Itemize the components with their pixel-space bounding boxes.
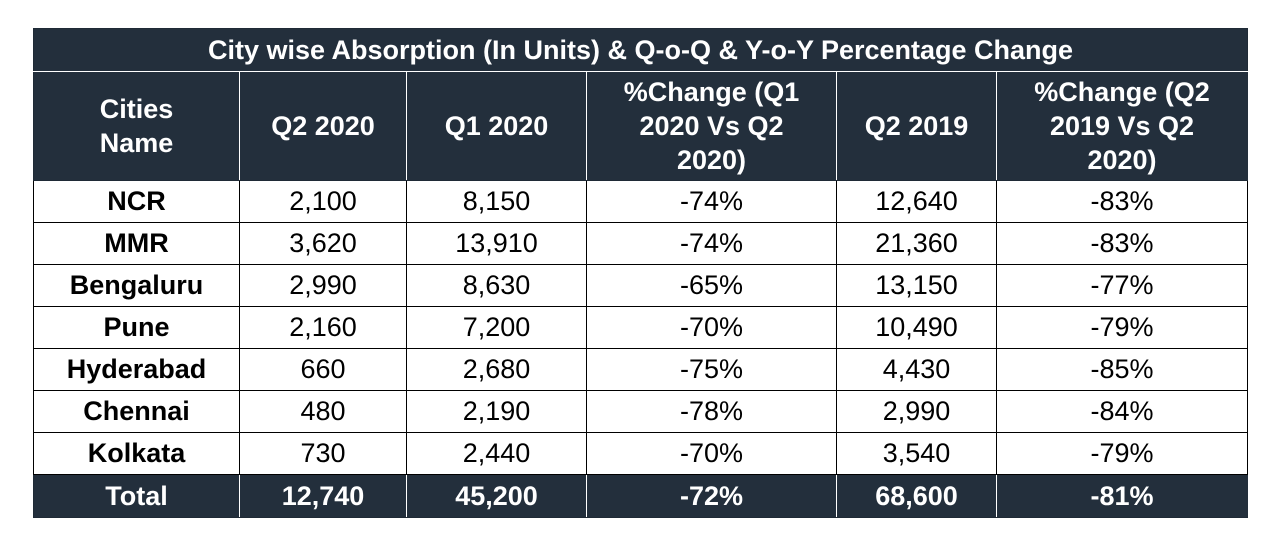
table-row: NCR 2,100 8,150 -74% 12,640 -83% <box>33 180 1249 223</box>
yoy-change-cell: -83% <box>995 222 1249 265</box>
total-q2-2020: 12,740 <box>239 474 407 518</box>
q2-2019-cell: 21,360 <box>836 222 997 265</box>
q2-2019-cell: 4,430 <box>836 348 997 391</box>
total-qoq-change: -72% <box>586 474 837 518</box>
qoq-change-cell: -75% <box>586 348 837 391</box>
qoq-change-cell: -65% <box>586 264 837 307</box>
q1-2020-cell: 2,440 <box>406 432 587 475</box>
total-yoy-change: -81% <box>995 474 1249 518</box>
yoy-change-cell: -77% <box>995 264 1249 307</box>
q2-2020-cell: 2,990 <box>239 264 407 307</box>
table-row: Kolkata 730 2,440 -70% 3,540 -79% <box>33 432 1249 475</box>
yoy-change-cell: -84% <box>995 390 1249 433</box>
q2-2020-cell: 480 <box>239 390 407 433</box>
city-cell: Pune <box>33 306 240 349</box>
total-label: Total <box>33 474 240 518</box>
header-q2-2019: Q2 2019 <box>836 71 997 181</box>
header-q1-2020: Q1 2020 <box>406 71 587 181</box>
qoq-change-cell: -70% <box>586 306 837 349</box>
qoq-change-cell: -74% <box>586 180 837 223</box>
q1-2020-cell: 8,630 <box>406 264 587 307</box>
q2-2020-cell: 660 <box>239 348 407 391</box>
total-q2-2019: 68,600 <box>836 474 997 518</box>
city-cell: Hyderabad <box>33 348 240 391</box>
q2-2020-cell: 2,160 <box>239 306 407 349</box>
q1-2020-cell: 7,200 <box>406 306 587 349</box>
table-header-row: Cities Name Q2 2020 Q1 2020 %Change (Q1 … <box>33 71 1249 181</box>
total-q1-2020: 45,200 <box>406 474 587 518</box>
q2-2019-cell: 13,150 <box>836 264 997 307</box>
q2-2019-cell: 10,490 <box>836 306 997 349</box>
yoy-change-cell: -83% <box>995 180 1249 223</box>
total-row: Total 12,740 45,200 -72% 68,600 -81% <box>33 474 1249 518</box>
city-cell: Kolkata <box>33 432 240 475</box>
table-title: City wise Absorption (In Units) & Q-o-Q … <box>32 28 1249 72</box>
q2-2020-cell: 2,100 <box>239 180 407 223</box>
yoy-change-cell: -85% <box>995 348 1249 391</box>
yoy-change-cell: -79% <box>995 432 1249 475</box>
q2-2019-cell: 2,990 <box>836 390 997 433</box>
q2-2020-cell: 730 <box>239 432 407 475</box>
city-cell: Bengaluru <box>33 264 240 307</box>
city-cell: Chennai <box>33 390 240 433</box>
q1-2020-cell: 13,910 <box>406 222 587 265</box>
q2-2020-cell: 3,620 <box>239 222 407 265</box>
header-q2-2020: Q2 2020 <box>239 71 407 181</box>
table-row: Chennai 480 2,190 -78% 2,990 -84% <box>33 390 1249 433</box>
table-row: Hyderabad 660 2,680 -75% 4,430 -85% <box>33 348 1249 391</box>
header-qoq-change: %Change (Q1 2020 Vs Q2 2020) <box>586 71 837 181</box>
header-yoy-change: %Change (Q2 2019 Vs Q2 2020) <box>995 71 1249 181</box>
city-cell: NCR <box>33 180 240 223</box>
absorption-table-container: City wise Absorption (In Units) & Q-o-Q … <box>32 28 1249 518</box>
q2-2019-cell: 3,540 <box>836 432 997 475</box>
table-row: Pune 2,160 7,200 -70% 10,490 -79% <box>33 306 1249 349</box>
city-cell: MMR <box>33 222 240 265</box>
q1-2020-cell: 8,150 <box>406 180 587 223</box>
absorption-table: City wise Absorption (In Units) & Q-o-Q … <box>32 28 1249 518</box>
header-cities-name: Cities Name <box>33 71 240 181</box>
yoy-change-cell: -79% <box>995 306 1249 349</box>
qoq-change-cell: -74% <box>586 222 837 265</box>
table-row: Bengaluru 2,990 8,630 -65% 13,150 -77% <box>33 264 1249 307</box>
q1-2020-cell: 2,190 <box>406 390 587 433</box>
table-row: MMR 3,620 13,910 -74% 21,360 -83% <box>33 222 1249 265</box>
q1-2020-cell: 2,680 <box>406 348 587 391</box>
qoq-change-cell: -78% <box>586 390 837 433</box>
q2-2019-cell: 12,640 <box>836 180 997 223</box>
table-title-row: City wise Absorption (In Units) & Q-o-Q … <box>32 28 1249 72</box>
table-body: NCR 2,100 8,150 -74% 12,640 -83% MMR 3,6… <box>33 180 1249 518</box>
qoq-change-cell: -70% <box>586 432 837 475</box>
